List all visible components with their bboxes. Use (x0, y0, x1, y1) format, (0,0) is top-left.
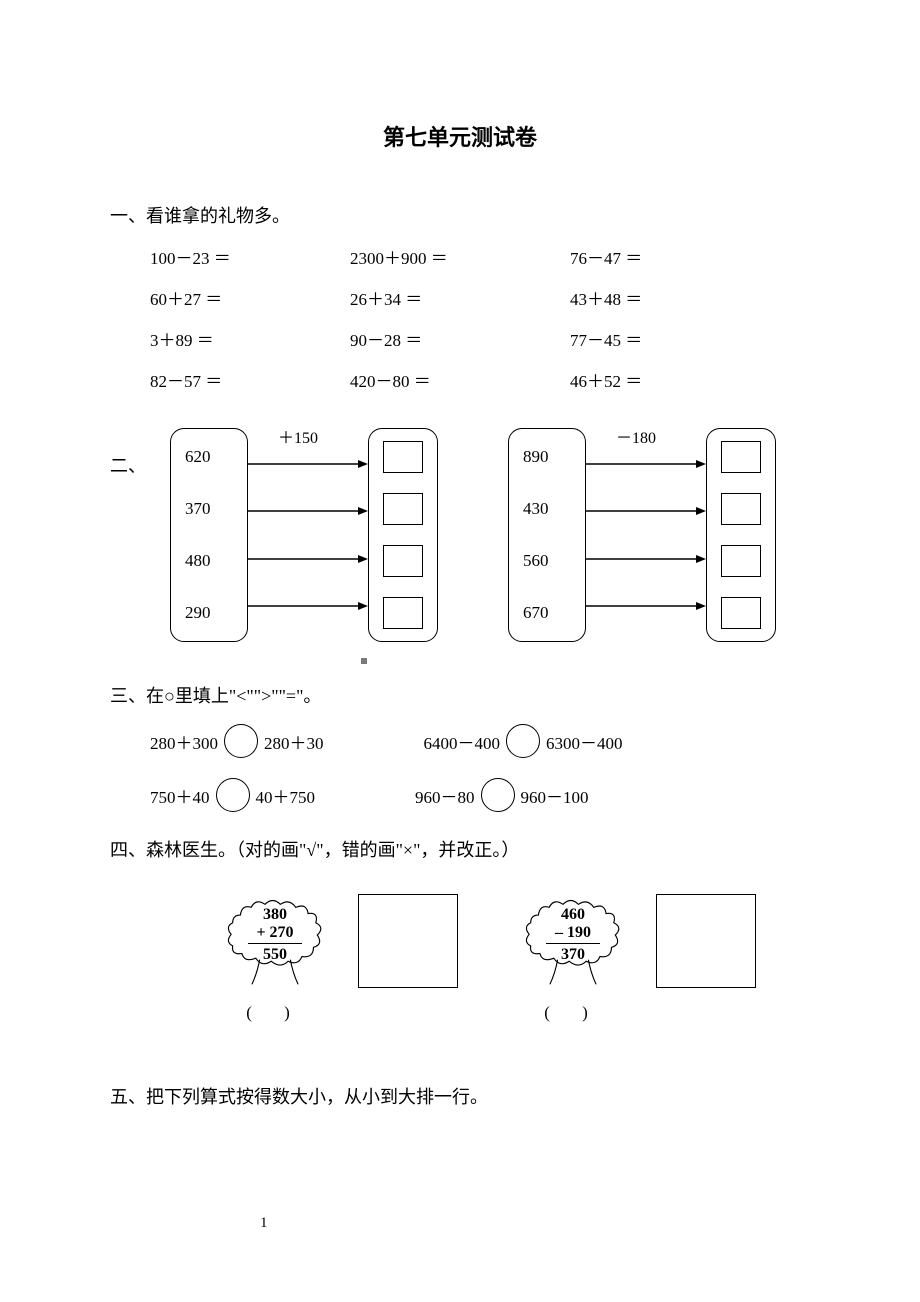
section-5-heading: 五、把下列算式按得数大小，从小到大排一行。 (110, 1083, 810, 1109)
input-val: 290 (185, 597, 233, 629)
input-val: 480 (185, 545, 233, 577)
answer-blank[interactable] (383, 597, 423, 629)
arrows: －180 (586, 428, 706, 642)
input-val: 560 (523, 545, 571, 577)
arrow-icon (248, 448, 368, 480)
eq-cell: 76－47 ＝ (570, 244, 750, 269)
math-vertical: 460 – 190 370 (508, 906, 638, 964)
machine-inputs: 890 430 560 670 (508, 428, 586, 642)
input-val: 890 (523, 441, 571, 473)
math-line: 370 (508, 946, 638, 964)
paren-blank[interactable]: ( ) (508, 1003, 638, 1023)
math-line: – 190 (546, 924, 600, 944)
compare-row: 280＋300 280＋30 6400－400 6300－400 (150, 724, 810, 758)
section-3-heading: 三、在○里填上"<"">""="。 (110, 682, 810, 708)
eq-cell: 82－57 ＝ (150, 367, 350, 392)
math-line: + 270 (248, 924, 302, 944)
eq-cell: 26＋34 ＝ (350, 285, 570, 310)
expr-right: 960－100 (521, 783, 589, 808)
eq-cell: 43＋48 ＝ (570, 285, 750, 310)
compare-circle[interactable] (216, 778, 250, 812)
expr-left: 750＋40 (150, 783, 210, 808)
paren-blank[interactable]: ( ) (210, 1003, 340, 1023)
correction-box[interactable] (358, 894, 458, 988)
tree-problem: 380 + 270 550 ( ) (210, 892, 458, 1023)
tree: 380 + 270 550 ( ) (210, 892, 340, 1023)
page-number: 1 (260, 1215, 268, 1232)
expr-left: 280＋300 (150, 729, 218, 754)
section-1-heading: 一、看谁拿的礼物多。 (110, 202, 810, 228)
eq-cell: 46＋52 ＝ (570, 367, 750, 392)
arrow-icon (586, 448, 706, 480)
compare-circle[interactable] (481, 778, 515, 812)
answer-blank[interactable] (721, 597, 761, 629)
compare-item: 960－80 960－100 (415, 778, 589, 812)
eq-cell: 60＋27 ＝ (150, 285, 350, 310)
input-val: 430 (523, 493, 571, 525)
math-line: 460 (508, 906, 638, 924)
dot-mark-icon (361, 658, 367, 664)
machine-add: 620 370 480 290 ＋150 (170, 428, 438, 642)
compare-item: 750＋40 40＋750 (150, 778, 315, 812)
expr-left: 960－80 (415, 783, 475, 808)
expr-right: 280＋30 (264, 729, 324, 754)
eq-cell: 2300＋900 ＝ (350, 244, 570, 269)
math-vertical: 380 + 270 550 (210, 906, 340, 964)
answer-blank[interactable] (383, 493, 423, 525)
expr-right: 40＋750 (256, 783, 316, 808)
tree: 460 – 190 370 ( ) (508, 892, 638, 1023)
arrow-icon (586, 590, 706, 622)
compare-item: 280＋300 280＋30 (150, 724, 324, 758)
input-val: 670 (523, 597, 571, 629)
input-val: 370 (185, 493, 233, 525)
machine-inputs: 620 370 480 290 (170, 428, 248, 642)
eq-cell: 3＋89 ＝ (150, 326, 350, 351)
expr-right: 6300－400 (546, 729, 623, 754)
arrow-icon (586, 495, 706, 527)
arrows: ＋150 (248, 428, 368, 642)
operation-label: －180 (616, 424, 656, 448)
compare-circle[interactable] (224, 724, 258, 758)
expr-left: 6400－400 (424, 729, 501, 754)
compare-section: 280＋300 280＋30 6400－400 6300－400 750＋40 … (150, 724, 810, 812)
compare-item: 6400－400 6300－400 (424, 724, 623, 758)
input-val: 620 (185, 441, 233, 473)
answer-blank[interactable] (721, 493, 761, 525)
eq-cell: 90－28 ＝ (350, 326, 570, 351)
eq-cell: 77－45 ＝ (570, 326, 750, 351)
tree-problem: 460 – 190 370 ( ) (508, 892, 756, 1023)
correction-box[interactable] (656, 894, 756, 988)
eq-cell: 100－23 ＝ (150, 244, 350, 269)
math-line: 550 (210, 946, 340, 964)
answer-blank[interactable] (721, 545, 761, 577)
math-line: 380 (210, 906, 340, 924)
section-2-heading: 二、 (110, 452, 146, 478)
machine-outputs (706, 428, 776, 642)
page-title: 第七单元测试卷 (110, 120, 810, 152)
arrow-icon (248, 543, 368, 575)
operation-label: ＋150 (278, 424, 318, 448)
answer-blank[interactable] (721, 441, 761, 473)
answer-blank[interactable] (383, 545, 423, 577)
eq-cell: 420－80 ＝ (350, 367, 570, 392)
answer-blank[interactable] (383, 441, 423, 473)
arrow-icon (248, 590, 368, 622)
equations-grid: 100－23 ＝ 2300＋900 ＝ 76－47 ＝ 60＋27 ＝ 26＋3… (150, 244, 810, 392)
function-machines: 620 370 480 290 ＋150 890 430 560 670 －18… (170, 428, 810, 642)
machine-outputs (368, 428, 438, 642)
section-4-heading: 四、森林医生。（对的画"√"，错的画"×"，并改正。） (110, 836, 810, 862)
compare-row: 750＋40 40＋750 960－80 960－100 (150, 778, 810, 812)
forest-doctor: 380 + 270 550 ( ) 460 – 190 370 ( ) (210, 892, 810, 1023)
arrow-icon (586, 543, 706, 575)
compare-circle[interactable] (506, 724, 540, 758)
machine-sub: 890 430 560 670 －180 (508, 428, 776, 642)
arrow-icon (248, 495, 368, 527)
